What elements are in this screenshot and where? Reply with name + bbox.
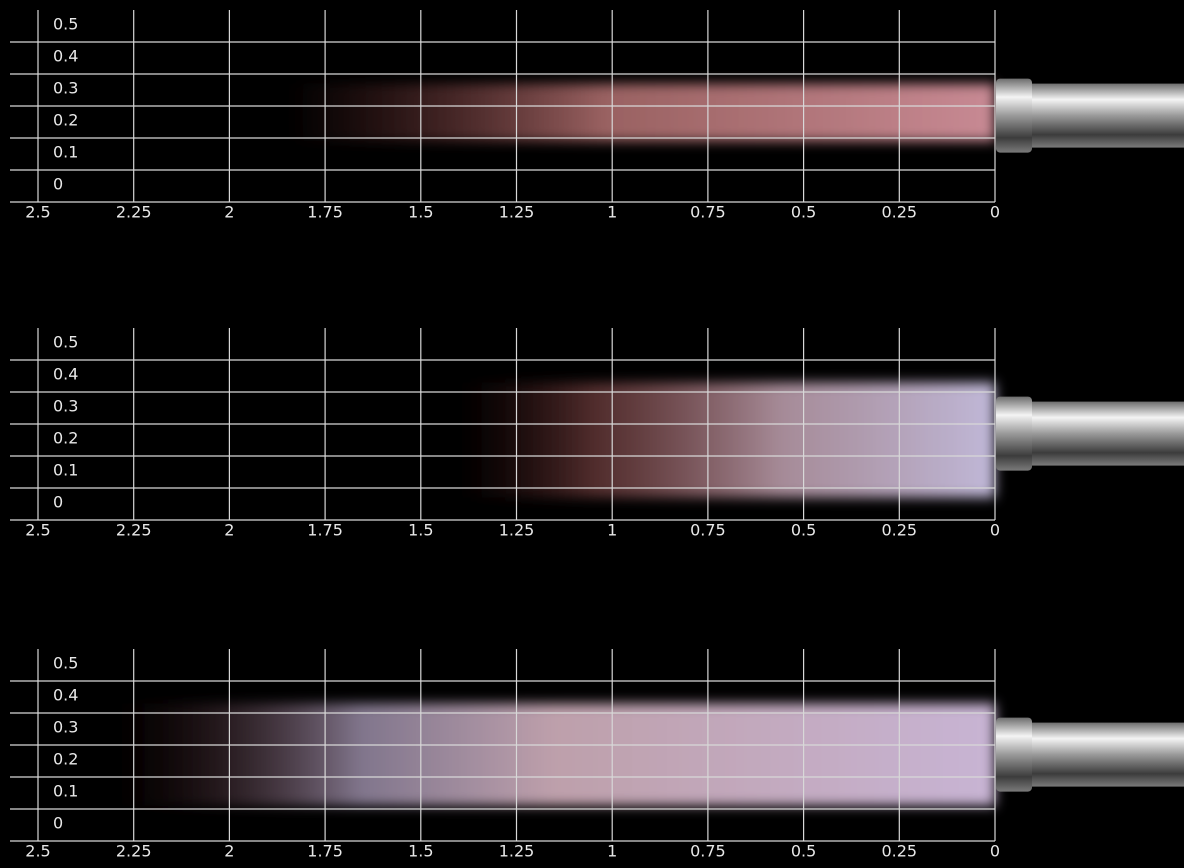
x-tick-label: 1.5 xyxy=(408,521,433,540)
x-tick-label: 1.75 xyxy=(307,203,343,222)
x-tick-label: 2.25 xyxy=(116,521,152,540)
x-tick-label: 1.5 xyxy=(408,203,433,222)
x-tick-label: 0.5 xyxy=(791,203,816,222)
x-tick-label: 1 xyxy=(607,203,617,222)
x-tick-label: 0.75 xyxy=(690,521,726,540)
x-tick-label: 0.5 xyxy=(791,842,816,861)
panel: 2.5 2.25 2 1.75 1.5 1.25 1 0.75 0.5 0.25 0 0 0.1 0.2 0… xyxy=(10,649,1184,861)
x-tick-label: 1.75 xyxy=(307,521,343,540)
figure: 2.5 2.25 2 1.75 1.5 1.25 1 0.75 0.5 0.25 0 0 0.1 0.2 0… xyxy=(0,0,1184,868)
y-tick-label: 0.5 xyxy=(53,333,78,352)
flame xyxy=(115,703,995,805)
flame xyxy=(287,84,995,142)
x-tick-label: 1.25 xyxy=(499,203,535,222)
y-tick-label: 0.4 xyxy=(53,47,78,66)
x-tick-label: 0 xyxy=(990,203,1000,222)
pipe-collar xyxy=(996,718,1032,792)
pipe xyxy=(1030,84,1184,148)
y-tick-label: 0.4 xyxy=(53,686,78,705)
y-tick-label: 0.5 xyxy=(53,15,78,34)
x-tick-label: 1.25 xyxy=(499,842,535,861)
x-tick-label: 0.75 xyxy=(690,842,726,861)
y-tick-label: 0.1 xyxy=(53,143,78,162)
x-tick-label: 2 xyxy=(224,842,234,861)
x-tick-label: 2.5 xyxy=(25,203,50,222)
y-tick-label: 0.2 xyxy=(53,750,78,769)
x-tick-label: 0.25 xyxy=(881,521,917,540)
y-tick-label: 0.2 xyxy=(53,111,78,130)
y-tick-label: 0 xyxy=(53,175,63,194)
y-tick-label: 0.1 xyxy=(53,782,78,801)
x-tick-label: 0.5 xyxy=(791,521,816,540)
y-tick-label: 0 xyxy=(53,493,63,512)
y-tick-label: 0.4 xyxy=(53,365,78,384)
x-tick-label: 1.5 xyxy=(408,842,433,861)
y-tick-label: 0 xyxy=(53,814,63,833)
x-tick-label: 2.25 xyxy=(116,842,152,861)
x-tick-label: 0.25 xyxy=(881,203,917,222)
y-tick-label: 0.3 xyxy=(53,79,78,98)
panel: 2.5 2.25 2 1.75 1.5 1.25 1 0.75 0.5 0.25 0 0 0.1 0.2 0… xyxy=(10,328,1184,540)
pipe-collar xyxy=(996,397,1032,471)
pipe-collar xyxy=(996,79,1032,153)
pipe xyxy=(1030,723,1184,787)
x-tick-label: 2.5 xyxy=(25,521,50,540)
x-tick-label: 1.25 xyxy=(499,521,535,540)
x-tick-label: 2.25 xyxy=(116,203,152,222)
x-tick-label: 0.75 xyxy=(690,203,726,222)
x-tick-label: 1 xyxy=(607,521,617,540)
x-tick-label: 1 xyxy=(607,842,617,861)
x-tick-label: 2 xyxy=(224,521,234,540)
y-tick-label: 0.1 xyxy=(53,461,78,480)
y-tick-label: 0.2 xyxy=(53,429,78,448)
x-tick-label: 0 xyxy=(990,521,1000,540)
flame xyxy=(459,382,995,497)
pipe xyxy=(1030,402,1184,466)
x-tick-label: 2 xyxy=(224,203,234,222)
y-tick-label: 0.3 xyxy=(53,718,78,737)
x-tick-label: 2.5 xyxy=(25,842,50,861)
y-tick-label: 0.5 xyxy=(53,654,78,673)
x-tick-label: 1.75 xyxy=(307,842,343,861)
x-tick-label: 0.25 xyxy=(881,842,917,861)
x-tick-label: 0 xyxy=(990,842,1000,861)
panel: 2.5 2.25 2 1.75 1.5 1.25 1 0.75 0.5 0.25 0 0 0.1 0.2 0… xyxy=(10,10,1184,222)
y-tick-label: 0.3 xyxy=(53,397,78,416)
